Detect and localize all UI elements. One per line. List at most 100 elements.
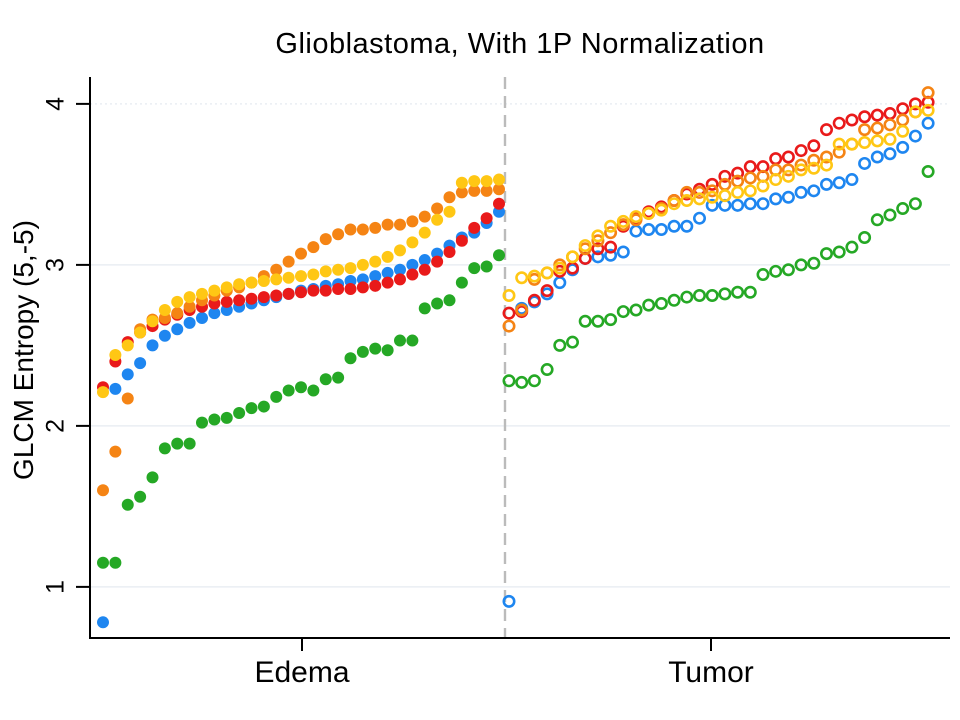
data-point-blue-tumor bbox=[781, 190, 795, 204]
data-point-green-edema bbox=[158, 442, 171, 455]
data-point-yellow-tumor bbox=[680, 193, 694, 207]
data-point-blue-tumor bbox=[908, 129, 922, 143]
data-point-blue-tumor bbox=[705, 198, 719, 212]
data-point-red-edema bbox=[245, 292, 258, 305]
data-point-red-edema bbox=[344, 283, 357, 296]
data-point-yellow-edema bbox=[233, 278, 246, 291]
data-point-red-tumor bbox=[832, 116, 846, 130]
data-point-orange-tumor bbox=[819, 150, 833, 164]
data-point-green-edema bbox=[307, 384, 320, 397]
data-point-red-edema bbox=[332, 283, 345, 296]
data-point-yellow-edema bbox=[270, 273, 283, 286]
data-point-orange-edema bbox=[369, 221, 382, 234]
data-point-orange-tumor bbox=[705, 184, 719, 198]
data-point-green-tumor bbox=[654, 297, 668, 311]
data-point-yellow-edema bbox=[183, 291, 196, 304]
data-point-yellow-tumor bbox=[858, 136, 872, 150]
data-point-green-edema bbox=[319, 373, 332, 386]
data-point-red-edema bbox=[381, 276, 394, 289]
y-tick-label: 1 bbox=[42, 580, 70, 594]
data-point-yellow-edema bbox=[418, 226, 431, 239]
data-point-blue-tumor bbox=[604, 248, 618, 262]
data-point-orange-edema bbox=[455, 186, 468, 199]
data-point-orange-edema bbox=[319, 233, 332, 246]
data-point-green-edema bbox=[356, 345, 369, 358]
data-point-red-edema bbox=[443, 246, 456, 259]
data-point-yellow-edema bbox=[282, 271, 295, 284]
data-point-yellow-tumor bbox=[908, 105, 922, 119]
data-point-yellow-edema bbox=[332, 263, 345, 276]
data-point-yellow-edema bbox=[245, 276, 258, 289]
data-point-orange-tumor bbox=[781, 163, 795, 177]
data-point-green-edema bbox=[196, 416, 208, 429]
data-point-yellow-edema bbox=[220, 281, 233, 294]
data-point-yellow-tumor bbox=[578, 239, 592, 253]
data-point-blue-tumor bbox=[769, 192, 783, 206]
data-point-red-edema bbox=[356, 281, 369, 294]
data-point-green-tumor bbox=[819, 247, 833, 261]
data-point-yellow-tumor bbox=[756, 179, 770, 193]
data-point-blue-tumor bbox=[502, 594, 516, 608]
data-point-yellow-tumor bbox=[731, 185, 745, 199]
data-point-orange-tumor bbox=[858, 123, 872, 137]
data-point-yellow-edema bbox=[295, 270, 307, 283]
data-point-green-tumor bbox=[629, 303, 643, 317]
data-point-green-tumor bbox=[756, 268, 770, 282]
data-point-blue-tumor bbox=[883, 147, 897, 161]
data-point-orange-edema bbox=[443, 191, 456, 204]
data-point-green-edema bbox=[455, 276, 468, 289]
data-point-blue-tumor bbox=[731, 198, 745, 212]
data-point-green-edema bbox=[245, 402, 258, 415]
data-point-green-edema bbox=[146, 471, 159, 484]
data-point-blue-tumor bbox=[692, 211, 706, 225]
data-point-green-tumor bbox=[540, 363, 554, 377]
data-point-green-tumor bbox=[731, 285, 745, 299]
data-point-green-tumor bbox=[692, 288, 706, 302]
data-point-green-tumor bbox=[845, 240, 859, 254]
data-point-blue-edema bbox=[97, 616, 109, 629]
data-point-yellow-tumor bbox=[743, 184, 757, 198]
data-point-blue-tumor bbox=[756, 197, 770, 211]
data-point-yellow-tumor bbox=[667, 197, 681, 211]
data-point-yellow-tumor bbox=[515, 271, 529, 285]
data-point-green-tumor bbox=[553, 338, 567, 352]
data-point-yellow-edema bbox=[356, 258, 369, 271]
data-point-red-tumor bbox=[540, 284, 554, 298]
data-point-red-tumor bbox=[819, 123, 833, 137]
data-point-red-tumor bbox=[908, 97, 922, 111]
data-point-orange-edema bbox=[121, 392, 134, 405]
data-point-red-tumor bbox=[731, 166, 745, 180]
data-point-red-edema bbox=[480, 212, 493, 225]
data-point-blue-tumor bbox=[896, 140, 910, 154]
data-point-blue-edema bbox=[406, 258, 419, 271]
data-point-yellow-tumor bbox=[629, 210, 643, 224]
y-tick-label: 4 bbox=[42, 97, 70, 111]
data-point-yellow-tumor bbox=[794, 163, 808, 177]
data-point-green-tumor bbox=[908, 197, 922, 211]
data-point-red-edema bbox=[307, 284, 320, 297]
data-point-yellow-edema bbox=[431, 213, 444, 226]
data-point-orange-tumor bbox=[591, 234, 605, 248]
data-point-orange-tumor bbox=[680, 185, 694, 199]
data-point-blue-tumor bbox=[680, 219, 694, 233]
data-point-yellow-tumor bbox=[705, 190, 719, 204]
data-point-yellow-edema bbox=[319, 265, 332, 278]
data-point-orange-edema bbox=[381, 218, 394, 231]
data-point-orange-edema bbox=[282, 255, 295, 268]
data-point-blue-edema bbox=[171, 323, 184, 336]
data-point-orange-tumor bbox=[604, 226, 618, 240]
data-point-green-edema bbox=[480, 260, 493, 273]
data-point-blue-tumor bbox=[921, 116, 935, 130]
data-point-orange-tumor bbox=[921, 86, 935, 100]
data-point-green-edema bbox=[183, 437, 196, 450]
data-point-green-tumor bbox=[832, 245, 846, 259]
x-group-label-edema: Edema bbox=[254, 656, 350, 689]
data-point-orange-tumor bbox=[807, 153, 821, 167]
data-point-green-tumor bbox=[858, 231, 872, 245]
data-point-red-tumor bbox=[591, 242, 605, 256]
data-point-blue-edema bbox=[109, 382, 122, 395]
data-point-orange-edema bbox=[394, 218, 406, 231]
data-point-yellow-edema bbox=[158, 303, 171, 316]
